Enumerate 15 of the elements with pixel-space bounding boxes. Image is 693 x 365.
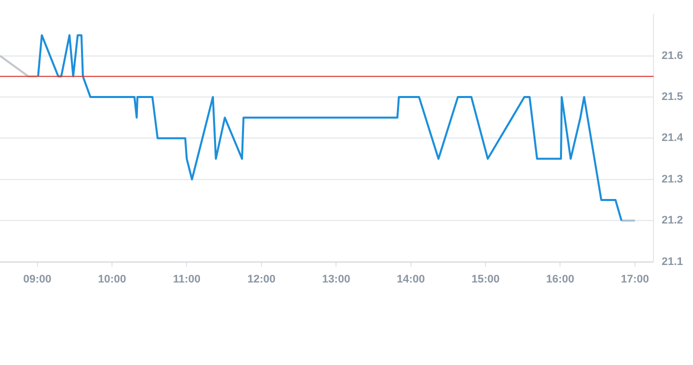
- x-tick-label: 14:00: [396, 273, 425, 286]
- y-tick-label: 21.6: [662, 50, 684, 62]
- x-tick-label: 16:00: [546, 273, 574, 286]
- x-tick-label: 10:00: [98, 273, 126, 286]
- x-tick-label: 13:00: [322, 273, 350, 286]
- y-tick-label: 21.4: [662, 132, 684, 144]
- y-tick-label: 21.3: [662, 173, 684, 186]
- x-tick-label: 11:00: [172, 273, 201, 286]
- y-tick-label: 21.1: [662, 256, 684, 268]
- x-tick-label: 17:00: [620, 273, 649, 286]
- x-tick-label: 09:00: [23, 273, 52, 286]
- x-tick-label: 12:00: [247, 273, 276, 286]
- y-tick-label: 21.2: [662, 214, 684, 227]
- x-tick-label: 15:00: [471, 273, 500, 286]
- y-tick-label: 21.5: [662, 91, 684, 104]
